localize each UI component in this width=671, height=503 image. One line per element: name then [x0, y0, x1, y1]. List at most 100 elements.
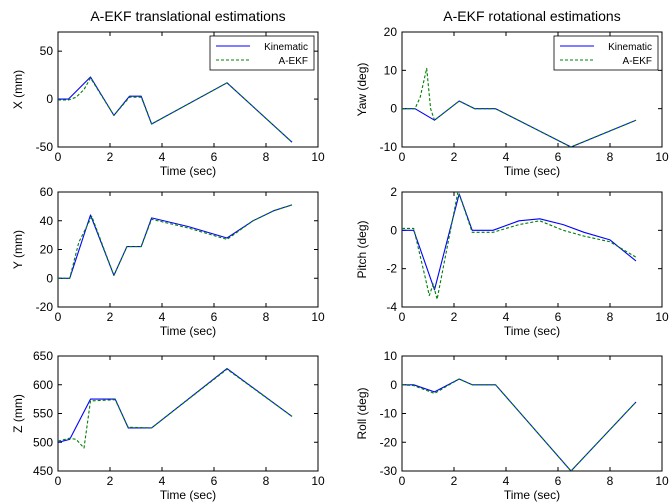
x-tick-label: 4 [503, 310, 510, 324]
legend: Kinematic A-EKF [553, 35, 659, 71]
x-tick-label: 0 [399, 474, 406, 488]
x-tick-label: 0 [55, 310, 62, 324]
x-tick-label: 4 [159, 310, 166, 324]
x-tick-label: 8 [263, 310, 270, 324]
y-tick-label: -10 [380, 407, 398, 421]
subplot-5: 0 2 4 6 8 10 -4 -2 0 2 Time (sec) Pitch (deg) [355, 185, 669, 338]
subplot-3: 0 2 4 6 8 10 450 500 550 600 650 Time (sec) Z (mm) [11, 349, 325, 502]
x-tick-label: 2 [107, 474, 114, 488]
y-tick-label: 20 [40, 243, 54, 257]
x-tick-label: 10 [655, 150, 669, 164]
left-column-title: A-EKF translational estimations [90, 8, 285, 24]
y-tick-label: -50 [36, 140, 54, 154]
axes-frame [57, 355, 319, 472]
y-tick-label: 20 [384, 25, 398, 39]
x-tick-label: 10 [655, 310, 669, 324]
x-tick-label: 10 [311, 150, 325, 164]
y-tick-label: -10 [380, 140, 398, 154]
y-tick-label: -4 [386, 300, 397, 314]
y-tick-label: -30 [380, 464, 398, 478]
y-tick-label: 50 [40, 44, 54, 58]
y-tick-label: 600 [33, 378, 53, 392]
x-tick-label: 0 [399, 150, 406, 164]
x-axis-label: Time (sec) [160, 164, 216, 178]
x-tick-label: 6 [555, 150, 562, 164]
legend-entry: A-EKF [279, 56, 308, 67]
x-tick-label: 2 [107, 150, 114, 164]
y-tick-label: 10 [384, 63, 398, 77]
x-tick-label: 4 [159, 150, 166, 164]
x-tick-label: 0 [55, 474, 62, 488]
x-tick-label: 2 [451, 150, 458, 164]
x-tick-label: 8 [263, 150, 270, 164]
legend-entry: Kinematic [608, 42, 652, 53]
x-tick-label: 2 [451, 310, 458, 324]
x-tick-label: 8 [607, 310, 614, 324]
y-tick-label: 0 [390, 223, 397, 237]
axes-frame [401, 191, 663, 308]
y-tick-label: 450 [33, 464, 53, 478]
right-column-title: A-EKF rotational estimations [443, 8, 620, 24]
axes-frame [57, 191, 319, 308]
y-tick-label: -2 [386, 262, 397, 276]
legend-box [209, 35, 315, 71]
y-tick-label: -20 [36, 300, 54, 314]
x-tick-label: 10 [311, 474, 325, 488]
x-tick-label: 0 [55, 150, 62, 164]
x-tick-label: 4 [503, 474, 510, 488]
y-tick-label: 2 [390, 185, 397, 199]
y-axis-label: Pitch (deg) [355, 220, 369, 278]
y-tick-label: 10 [384, 349, 398, 363]
y-tick-label: 650 [33, 349, 53, 363]
x-axis-label: Time (sec) [504, 324, 560, 338]
series-line-a-ekf [58, 204, 293, 279]
x-tick-label: 4 [503, 150, 510, 164]
y-tick-label: 0 [46, 271, 53, 285]
x-axis-label: Time (sec) [504, 164, 560, 178]
axes-frame [401, 355, 663, 472]
y-axis-label: X (mm) [11, 70, 25, 109]
series-line-a-ekf [402, 378, 637, 471]
x-tick-label: 4 [159, 474, 166, 488]
x-tick-label: 10 [655, 474, 669, 488]
x-tick-label: 6 [555, 310, 562, 324]
legend-entry: Kinematic [264, 42, 308, 53]
x-tick-label: 6 [211, 310, 218, 324]
y-tick-label: 60 [40, 185, 54, 199]
y-tick-label: 0 [390, 102, 397, 116]
legend-box [553, 35, 659, 71]
x-tick-label: 0 [399, 310, 406, 324]
x-axis-label: Time (sec) [504, 488, 560, 502]
y-tick-label: 0 [46, 92, 53, 106]
x-tick-label: 2 [451, 474, 458, 488]
series-line-kinematic [58, 76, 293, 143]
series-line-a-ekf [402, 67, 637, 147]
x-tick-label: 6 [211, 474, 218, 488]
legend: Kinematic A-EKF [209, 35, 315, 71]
series-line-a-ekf [58, 368, 293, 449]
x-axis-label: Time (sec) [160, 488, 216, 502]
subplot-6: 0 2 4 6 8 10 -30 -20 -10 0 10 Time (sec) Roll (deg) [355, 349, 669, 502]
y-tick-label: 550 [33, 407, 53, 421]
x-tick-label: 6 [555, 474, 562, 488]
y-tick-label: -20 [380, 435, 398, 449]
series-line-kinematic [402, 193, 637, 291]
x-axis-label: Time (sec) [160, 324, 216, 338]
y-tick-label: 500 [33, 435, 53, 449]
series-line-a-ekf [402, 192, 637, 300]
x-tick-label: 6 [211, 150, 218, 164]
x-tick-label: 8 [263, 474, 270, 488]
x-tick-label: 8 [607, 150, 614, 164]
series-line-a-ekf [58, 77, 293, 143]
x-tick-label: 2 [107, 310, 114, 324]
y-axis-label: Z (mm) [11, 394, 25, 433]
x-tick-label: 10 [311, 310, 325, 324]
x-tick-label: 8 [607, 474, 614, 488]
y-tick-label: 40 [40, 214, 54, 228]
legend-entry: A-EKF [623, 56, 652, 67]
